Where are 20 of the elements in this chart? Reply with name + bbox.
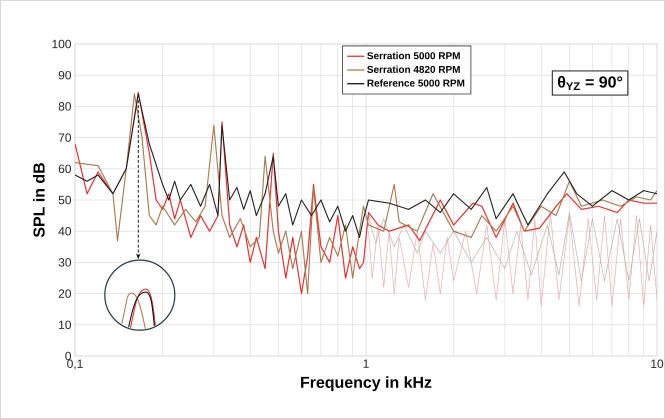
x-tick-label: 1: [364, 360, 369, 368]
annotation: θ$_{YZ}$ = 90°: [558, 76, 622, 90]
legend-label: Reference 5000 RPM: [368, 79, 464, 87]
y-tick-label: 100: [52, 40, 72, 48]
x-tick-label: 0,1: [67, 360, 83, 370]
legend-label: Serration 4820 RPM: [367, 66, 460, 73]
y-tick-label: 30: [58, 258, 72, 267]
x-tick-label: 10: [651, 360, 664, 368]
y-tick-label: 20: [58, 289, 72, 298]
y-axis-title: SPL in dB: [32, 163, 45, 238]
y-tick-label: 10: [59, 320, 72, 330]
y-tick-label: 70: [58, 133, 72, 142]
x-axis-title: Frequency in kHz: [301, 376, 432, 392]
y-tick-label: 80: [58, 102, 72, 111]
y-tick-label: 0: [65, 352, 72, 360]
legend-label: Serration 5000 RPM: [367, 52, 460, 60]
y-tick-label: 90: [58, 70, 72, 80]
y-tick-label: 40: [58, 226, 72, 236]
y-tick-label: 50: [58, 196, 72, 204]
y-tick-label: 60: [58, 164, 72, 174]
